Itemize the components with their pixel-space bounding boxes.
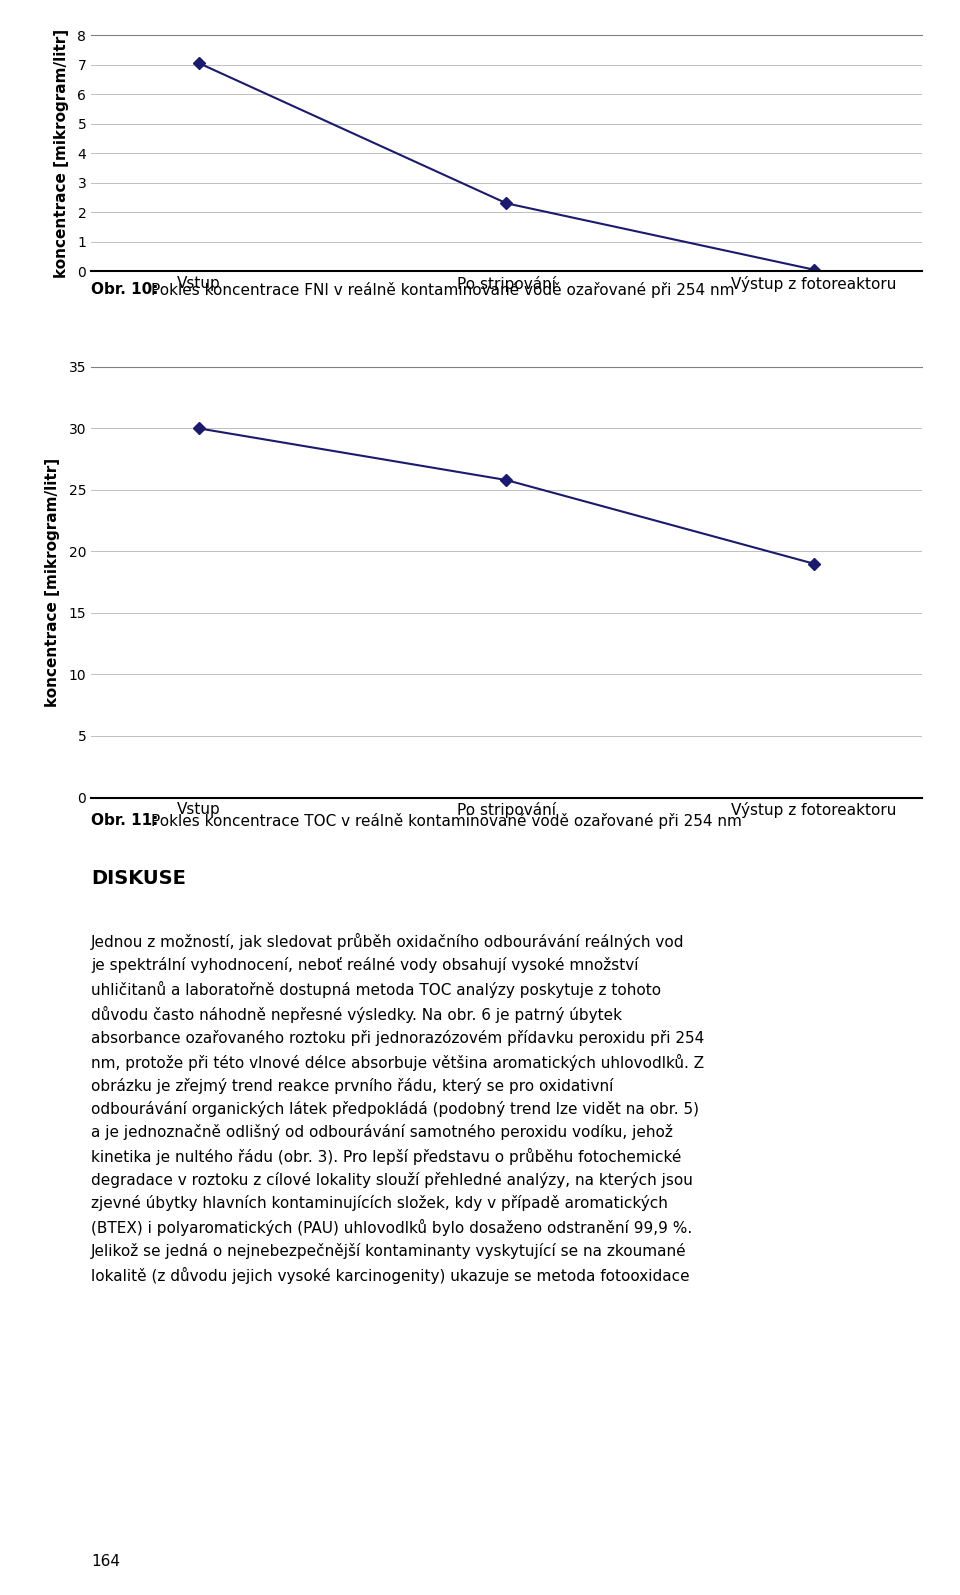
Y-axis label: koncentrace [mikrogram/litr]: koncentrace [mikrogram/litr] xyxy=(54,29,69,278)
Text: Obr. 10:: Obr. 10: xyxy=(91,282,158,297)
Text: 164: 164 xyxy=(91,1555,120,1569)
Text: Jednou z možností, jak sledovat průběh oxidačního odbourávání reálných vod
je sp: Jednou z možností, jak sledovat průběh o… xyxy=(91,933,705,1284)
Text: Obr. 11:: Obr. 11: xyxy=(91,813,158,828)
Text: DISKUSE: DISKUSE xyxy=(91,869,186,888)
Y-axis label: koncentrace [mikrogram/litr]: koncentrace [mikrogram/litr] xyxy=(45,458,60,707)
Text: Pokles koncentrace TOC v reálně kontaminované vodě ozařované při 254 nm: Pokles koncentrace TOC v reálně kontamin… xyxy=(151,813,741,829)
Text: Pokles koncentrace FNI v reálně kontaminované vodě ozařované při 254 nm: Pokles koncentrace FNI v reálně kontamin… xyxy=(151,282,734,298)
